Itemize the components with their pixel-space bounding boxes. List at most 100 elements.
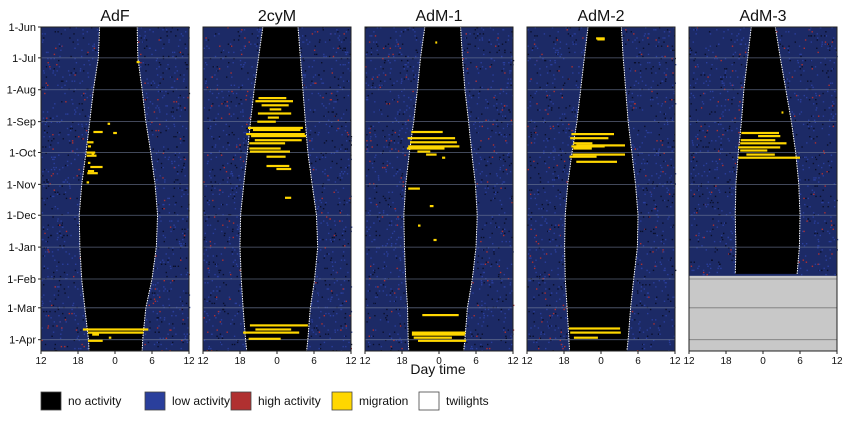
activity-cell	[537, 189, 539, 191]
activity-cell	[394, 292, 396, 294]
activity-cell	[236, 312, 239, 315]
activity-cell	[216, 66, 218, 68]
activity-cell	[825, 31, 827, 33]
activity-cell	[655, 150, 658, 152]
activity-cell	[79, 257, 81, 259]
activity-cell	[183, 96, 185, 99]
x-tick-label: 12	[521, 356, 533, 367]
activity-cell	[401, 53, 403, 56]
activity-cell	[788, 45, 790, 47]
activity-cell	[318, 131, 320, 134]
activity-cell	[505, 92, 508, 95]
activity-cell	[817, 51, 819, 54]
activity-cell	[152, 31, 154, 33]
activity-cell	[165, 271, 167, 274]
activity-cell	[374, 296, 377, 298]
activity-cell	[493, 150, 495, 152]
activity-cell	[560, 154, 563, 156]
activity-cell	[804, 39, 807, 41]
activity-cell	[206, 86, 209, 89]
activity-cell	[722, 127, 724, 130]
activity-cell	[798, 152, 800, 154]
activity-cell	[45, 82, 47, 84]
activity-cell	[795, 94, 798, 97]
activity-cell	[154, 168, 156, 171]
migration-bout	[411, 331, 466, 334]
activity-cell	[385, 265, 387, 267]
activity-cell	[834, 206, 836, 208]
activity-cell	[646, 329, 648, 331]
activity-cell	[632, 148, 634, 150]
activity-cell	[409, 129, 412, 132]
activity-cell	[54, 206, 56, 208]
activity-cell	[405, 123, 407, 126]
activity-cell	[341, 220, 343, 222]
activity-cell	[406, 105, 408, 107]
activity-cell	[215, 298, 218, 300]
activity-cell	[510, 82, 512, 84]
activity-cell	[482, 267, 484, 270]
activity-cell	[46, 181, 48, 183]
activity-cell	[157, 203, 160, 206]
activity-cell	[244, 152, 247, 154]
activity-cell	[553, 158, 555, 161]
activity-cell	[493, 96, 495, 99]
activity-cell	[51, 156, 53, 158]
activity-cell	[692, 195, 694, 198]
activity-cell	[43, 37, 45, 39]
activity-cell	[639, 146, 641, 148]
activity-cell	[695, 27, 698, 29]
activity-cell	[709, 193, 712, 195]
activity-cell	[400, 140, 402, 142]
activity-cell	[553, 47, 555, 49]
activity-cell	[732, 247, 734, 249]
activity-cell	[693, 29, 695, 31]
activity-cell	[389, 62, 391, 64]
activity-cell	[655, 45, 657, 47]
activity-cell	[657, 216, 659, 218]
activity-cell	[71, 140, 74, 142]
activity-cell	[217, 220, 219, 222]
activity-cell	[796, 152, 798, 154]
activity-cell	[560, 119, 563, 121]
activity-cell	[144, 31, 146, 33]
activity-cell	[535, 339, 537, 342]
activity-cell	[398, 236, 400, 239]
activity-cell	[476, 103, 479, 105]
migration-bout	[285, 196, 292, 199]
activity-cell	[804, 179, 806, 181]
activity-cell	[496, 51, 498, 54]
activity-cell	[702, 269, 705, 272]
activity-cell	[503, 327, 505, 329]
activity-cell	[652, 181, 654, 183]
activity-cell	[477, 333, 479, 335]
activity-cell	[73, 177, 75, 179]
activity-cell	[310, 129, 312, 132]
activity-cell	[529, 80, 531, 82]
activity-cell	[151, 129, 153, 132]
activity-cell	[557, 226, 560, 228]
activity-cell	[344, 312, 347, 315]
migration-bout	[87, 331, 144, 334]
activity-cell	[393, 300, 396, 302]
activity-cell	[155, 267, 157, 270]
activity-cell	[380, 27, 382, 29]
activity-cell	[140, 53, 142, 56]
activity-cell	[171, 27, 174, 29]
activity-cell	[163, 94, 165, 97]
activity-cell	[558, 131, 560, 134]
activity-cell	[393, 55, 395, 58]
activity-cell	[821, 228, 823, 230]
activity-cell	[707, 181, 709, 183]
activity-cell	[691, 140, 694, 142]
activity-cell	[656, 92, 658, 95]
activity-cell	[505, 240, 507, 243]
activity-cell	[549, 304, 551, 307]
activity-cell	[554, 171, 556, 173]
activity-cell	[569, 105, 571, 107]
activity-cell	[485, 164, 487, 167]
activity-cell	[335, 51, 338, 54]
activity-cell	[45, 76, 48, 78]
activity-cell	[56, 193, 59, 195]
activity-cell	[52, 226, 54, 228]
